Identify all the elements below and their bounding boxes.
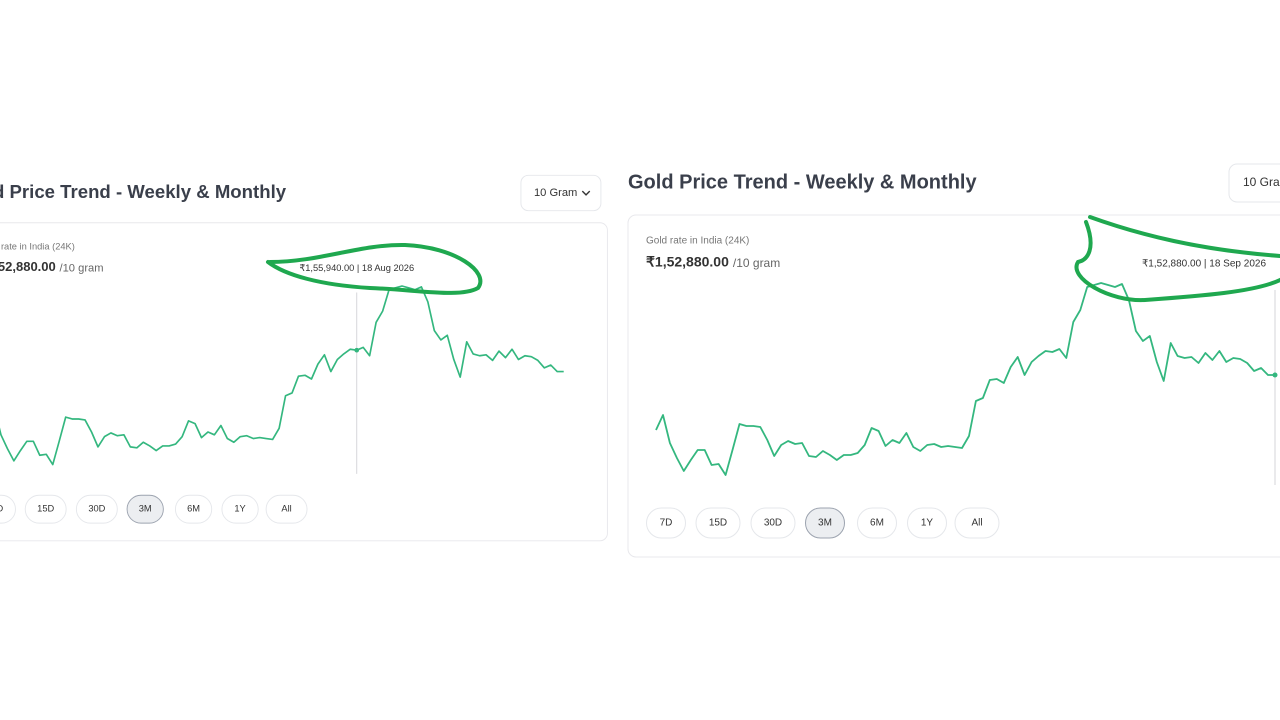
range-button[interactable]: 3M — [126, 494, 164, 524]
range-button[interactable]: 15D — [24, 494, 67, 524]
range-button[interactable]: 7D — [0, 494, 16, 524]
hover-dot — [1272, 372, 1278, 378]
range-button-label: 3M — [139, 504, 152, 514]
hover-dot — [354, 347, 360, 353]
rate-label: Gold rate in India (24K) — [646, 236, 749, 247]
price-line — [0, 285, 564, 466]
dropdown-box — [520, 174, 602, 212]
unit-dropdown[interactable]: 10 Gram — [520, 174, 602, 212]
range-button[interactable]: 1Y — [907, 507, 947, 539]
dropdown-box — [1228, 163, 1280, 203]
current-price: ₹1,52,880.00 — [646, 254, 729, 270]
range-button-bg — [75, 494, 118, 524]
range-button-bg — [646, 507, 686, 539]
range-button[interactable]: 15D — [695, 507, 741, 539]
range-button[interactable]: 6M — [174, 494, 213, 524]
range-button-bg — [907, 507, 947, 539]
chart-card — [627, 214, 1280, 558]
range-button-bg — [174, 494, 213, 524]
rate-label: Gold rate in India (24K) — [0, 241, 75, 251]
dropdown-label: 10 Gram — [1243, 175, 1280, 189]
range-button-bg — [857, 507, 897, 539]
range-button-label: 30D — [88, 504, 105, 514]
unit-dropdown[interactable]: 10 Gram — [1228, 163, 1280, 203]
range-button-label: 7D — [660, 518, 673, 529]
chart-card — [0, 222, 608, 542]
range-button-label: 15D — [37, 504, 54, 514]
range-button-label: 7D — [0, 504, 4, 514]
range-button[interactable]: All — [954, 507, 1000, 539]
range-button-label: 30D — [764, 518, 782, 529]
range-button[interactable]: 3M — [805, 507, 845, 539]
range-button-label: 6M — [187, 504, 200, 514]
panel: Gold Price Trend - Weekly & Monthly 10 Gr… — [0, 174, 608, 542]
range-button-label: All — [281, 504, 291, 514]
panels: Gold Price Trend - Weekly & Monthly 10 Gr… — [0, 163, 1280, 558]
dropdown-chevron — [581, 190, 591, 196]
range-button-bg — [0, 494, 16, 524]
panel-title: Gold Price Trend - Weekly & Monthly — [0, 181, 287, 202]
price-unit: /10 gram — [60, 262, 104, 274]
range-button-bg — [805, 507, 845, 539]
range-button[interactable]: 1Y — [221, 494, 259, 524]
range-button-label: 1Y — [234, 504, 245, 514]
range-button[interactable]: 30D — [75, 494, 118, 524]
range-button-bg — [954, 507, 1000, 539]
range-button-bg — [24, 494, 67, 524]
annotation-circle — [266, 242, 483, 295]
tooltip: ₹1,52,880.00 | 18 Sep 2026 — [1142, 259, 1267, 270]
price-line — [655, 282, 1275, 476]
range-button[interactable]: 6M — [857, 507, 897, 539]
range-button-bg — [695, 507, 741, 539]
annotation-circle — [1074, 215, 1280, 303]
range-button[interactable]: 30D — [750, 507, 796, 539]
range-button-bg — [221, 494, 259, 524]
tooltip: ₹1,55,940.00 | 18 Aug 2026 — [299, 263, 414, 273]
range-button-label: 1Y — [921, 518, 934, 529]
range-button[interactable]: All — [265, 494, 308, 524]
current-price: ₹1,52,880.00 — [0, 259, 56, 274]
panel-title: Gold Price Trend - Weekly & Monthly — [628, 171, 977, 193]
panel: Gold Price Trend - Weekly & Monthly 10 Gr… — [627, 163, 1280, 558]
range-button-label: 3M — [818, 518, 832, 529]
range-button-bg — [750, 507, 796, 539]
dropdown-label: 10 Gram — [534, 187, 577, 199]
range-button-bg — [265, 494, 308, 524]
price-unit: /10 gram — [733, 256, 780, 270]
range-button[interactable]: 7D — [646, 507, 686, 539]
range-button-label: All — [971, 518, 982, 529]
range-button-label: 15D — [709, 518, 727, 529]
range-button-bg — [126, 494, 164, 524]
range-button-label: 6M — [870, 518, 884, 529]
